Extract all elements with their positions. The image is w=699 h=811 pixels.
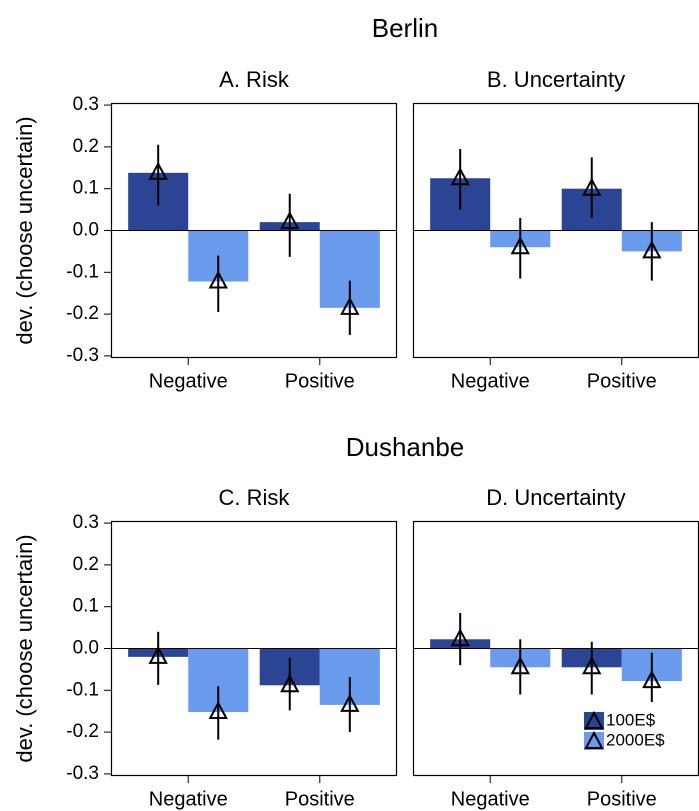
y-tick-label: 0.0 (73, 220, 99, 241)
panel-frame (110, 520, 398, 777)
point-marker (510, 236, 530, 255)
y-tick-label: 0.3 (73, 94, 99, 115)
x-tick-label: Positive (285, 788, 355, 810)
x-tick-label: Negative (451, 370, 530, 392)
legend-swatch (584, 712, 604, 730)
point-marker (148, 645, 168, 664)
y-tick-label: -0.3 (66, 345, 99, 366)
y-tick-label: 0.1 (73, 178, 99, 199)
point-marker (208, 700, 228, 720)
point-marker (340, 296, 360, 315)
y-tick-label: -0.2 (66, 721, 99, 742)
x-tick-label: Positive (285, 370, 355, 392)
panel-title: A. Risk (219, 67, 290, 92)
x-tick-label: Negative (149, 370, 228, 392)
point-marker (450, 628, 470, 647)
x-tick-label: Negative (451, 788, 530, 810)
point-marker (510, 656, 530, 675)
y-tick-label: 0.2 (73, 554, 99, 575)
y-tick-label: -0.1 (66, 679, 99, 700)
legend-label: 2000E$ (606, 730, 665, 749)
y-tick-label: 0.2 (73, 136, 99, 157)
y-tick-label: 0.3 (73, 512, 99, 533)
panel-title: D. Uncertainty (486, 485, 625, 510)
panel-frame (110, 102, 398, 359)
y-axis-label: dev. (choose uncertain) (12, 534, 37, 762)
point-marker (280, 674, 300, 693)
point-marker (642, 240, 662, 259)
y-tick-label: 0.0 (73, 638, 99, 659)
point-marker (340, 693, 360, 712)
point-marker (208, 270, 228, 289)
row-title: Dushanbe (346, 432, 465, 462)
x-tick-label: Negative (149, 788, 228, 810)
row-title: Berlin (372, 13, 438, 43)
legend-marker (584, 730, 604, 749)
y-axis-label: dev. (choose uncertain) (12, 116, 37, 344)
panel-title: B. Uncertainty (487, 67, 625, 92)
point-marker (148, 161, 168, 180)
y-tick-label: 0.1 (73, 596, 99, 617)
y-tick-label: -0.2 (66, 303, 99, 324)
x-tick-label: Positive (587, 370, 657, 392)
point-marker (582, 656, 602, 675)
point-marker (450, 167, 470, 186)
legend-swatch (584, 732, 604, 750)
legend-marker (584, 710, 604, 729)
point-marker (582, 177, 602, 196)
legend-label: 100E$ (606, 710, 656, 729)
point-marker (642, 669, 662, 689)
x-tick-label: Positive (587, 788, 657, 810)
y-tick-label: -0.3 (66, 763, 99, 784)
panel-title: C. Risk (219, 485, 291, 510)
y-tick-label: -0.1 (66, 261, 99, 282)
point-marker (280, 211, 300, 230)
